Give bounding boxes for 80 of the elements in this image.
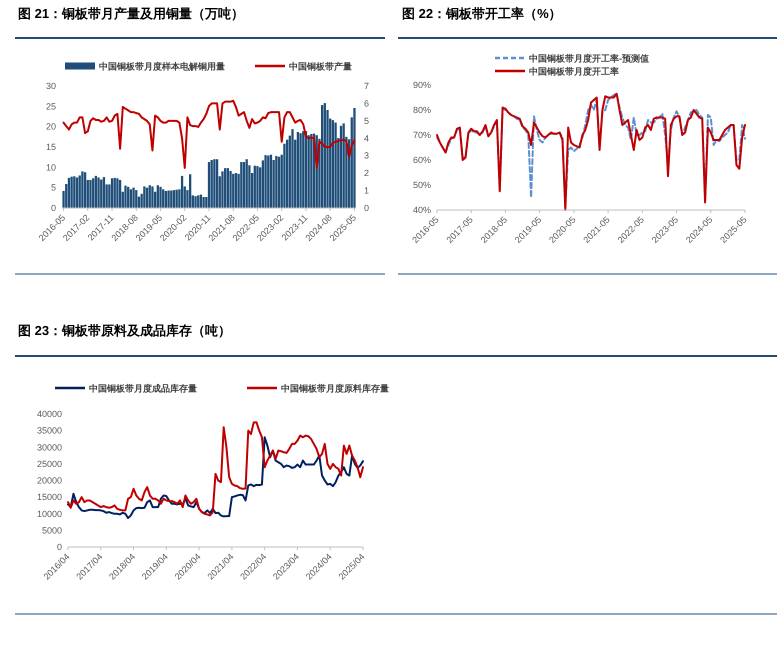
bar [213, 159, 216, 208]
bar [202, 197, 205, 208]
line-series [67, 421, 364, 516]
y2-tick-label: 4 [364, 133, 370, 144]
bar [130, 189, 132, 208]
y-tick-label: 90% [412, 80, 431, 90]
bar [127, 186, 130, 208]
y-tick-label: 5 [50, 182, 56, 193]
bar [176, 190, 178, 208]
y2-tick-label: 0 [364, 203, 370, 213]
bar [197, 195, 200, 208]
y-tick-label: 0 [56, 542, 62, 552]
line-series [62, 100, 356, 169]
y-tick-label: 15 [46, 142, 56, 152]
bar [232, 174, 234, 208]
bar [189, 174, 192, 208]
legend-label: 中国铜板带月度开工率-预测值 [529, 54, 649, 64]
bar [267, 156, 270, 208]
bar [302, 131, 304, 208]
bar [224, 168, 226, 208]
bar [324, 103, 326, 208]
bar [320, 105, 324, 208]
y-tick-label: 40000 [36, 409, 62, 419]
bar [170, 190, 172, 208]
bar [296, 132, 300, 208]
bar [246, 159, 248, 208]
y-tick-label: 20000 [36, 476, 62, 486]
bar [70, 176, 73, 208]
bar [162, 189, 164, 208]
chart-title: 图 23：铜板带原料及成品库存（吨） [18, 323, 232, 338]
y2-tick-label: 1 [364, 186, 370, 196]
bar [94, 176, 98, 208]
line-series [67, 436, 364, 520]
bar [254, 166, 256, 208]
bar [114, 178, 116, 208]
y-tick-label: 40% [412, 205, 431, 215]
y-tick-label: 30 [46, 81, 56, 91]
bar [342, 123, 345, 208]
y2-tick-label: 6 [364, 98, 370, 108]
y-tick-label: 0 [50, 203, 56, 213]
y-tick-label: 10000 [36, 508, 62, 519]
y2-tick-label: 5 [364, 116, 370, 126]
bar [308, 135, 310, 208]
bar [78, 175, 81, 208]
legend-label: 中国铜板带月度原料库存量 [281, 384, 389, 394]
y-tick-label: 25000 [36, 458, 62, 469]
y2-tick-label: 2 [364, 168, 370, 178]
y-tick-label: 30000 [36, 442, 62, 452]
bar [92, 178, 94, 208]
chart-title: 图 22：铜板带开工率（%） [402, 6, 562, 21]
y-tick-label: 50% [412, 180, 431, 190]
y2-tick-label: 3 [364, 150, 370, 161]
y-tick-label: 10 [46, 162, 56, 172]
y-tick-label: 15000 [36, 492, 62, 502]
legend-label: 中国铜板带产量 [289, 62, 352, 72]
y-tick-label: 25 [46, 101, 56, 112]
bar [135, 190, 138, 208]
bar [286, 140, 288, 208]
legend-label: 中国铜板带月度样本电解铜用量 [99, 62, 225, 72]
bar [275, 156, 278, 208]
bar [100, 180, 102, 208]
bar [226, 168, 229, 208]
bar [210, 160, 213, 208]
y-tick-label: 5000 [42, 525, 62, 536]
y-tick-label: 35000 [36, 426, 62, 436]
bar [310, 134, 312, 208]
bar [73, 176, 76, 208]
y-tick-label: 80% [412, 105, 431, 115]
bar [118, 180, 122, 208]
y-tick-label: 60% [412, 155, 431, 165]
bar [148, 185, 151, 208]
bar [240, 162, 242, 208]
legend-label: 中国铜板带月度开工率 [529, 66, 619, 76]
y-tick-label: 20 [46, 122, 56, 132]
y2-tick-label: 7 [364, 81, 370, 91]
chart-title: 图 21：铜板带月产量及用铜量（万吨） [18, 6, 244, 21]
bar [143, 186, 146, 208]
bar [156, 185, 159, 208]
legend-label: 中国铜板带月度成品库存量 [89, 384, 197, 394]
y-tick-label: 70% [412, 130, 431, 140]
